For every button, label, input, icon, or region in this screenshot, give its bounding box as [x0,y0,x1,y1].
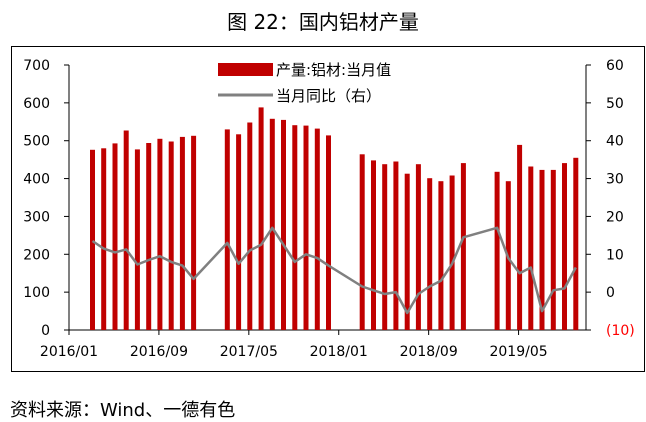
bar [236,134,242,330]
right-tick-label: 0 [606,285,615,301]
source-note: 资料来源：Wind、一德有色 [10,400,236,421]
bar [562,163,567,330]
bar [404,173,410,330]
bar [224,129,230,330]
bar [314,128,320,330]
bar [393,161,399,330]
bar [326,135,331,330]
x-tick-label: 2017/05 [220,344,278,360]
right-tick-label: 50 [606,96,624,112]
left-tick-label: 500 [23,134,50,150]
bar [281,119,286,331]
bar [179,136,185,330]
bar [415,164,421,330]
left-tick-label: 600 [23,96,50,112]
bar-series [90,107,579,331]
line-series [91,226,577,315]
right-tick-label: 20 [606,209,624,225]
bar [269,118,275,330]
right-tick-label: 60 [606,58,624,74]
yoy-line [91,226,577,315]
bar [460,163,466,330]
left-tick-label: 700 [23,58,50,74]
left-tick-label: 200 [23,247,50,263]
bar [382,164,388,330]
bar [157,138,163,330]
x-tick-label: 2019/05 [489,344,547,360]
bar [427,178,433,330]
bar [528,166,534,330]
bar [449,175,455,330]
bar [517,144,523,330]
bar [573,157,579,331]
left-tick-label: 0 [41,323,50,339]
legend-line-label: 当月同比（右） [276,87,381,105]
bar [550,169,556,330]
legend-bar-label: 产量:铝材:当月值 [276,61,391,79]
chart-svg: 0 100 200 300 400 500 600 700 (10) 0 10 20 30 40 50 60 2… [23,58,634,360]
x-tick-label: 2016/09 [130,344,188,360]
bar [134,149,140,330]
bar [359,154,365,330]
right-tick-label: 10 [606,247,624,263]
axes-layer: 0 100 200 300 400 500 600 700 (10) 0 10 20 30 40 50 60 2… [23,58,634,360]
x-tick-label: 2016/01 [40,344,98,360]
legend-bar-swatch [218,63,273,76]
bar [90,149,95,330]
right-tick-label: 40 [606,134,624,150]
bar [371,160,376,330]
bar [123,130,129,330]
bar [494,171,500,330]
x-tick-label: 2018/09 [400,344,458,360]
bar [539,169,545,330]
figure-title: 图 22：国内铝材产量 [227,10,419,34]
left-tick-label: 300 [23,209,50,225]
bar [101,148,107,330]
bar [247,122,253,330]
left-tick-label: 400 [23,172,50,188]
bar [191,135,197,330]
bar [303,125,309,330]
bar [258,107,264,331]
bar [438,181,444,330]
left-tick-label: 100 [23,285,50,301]
chart-frame: 0 100 200 300 400 500 600 700 (10) 0 10 20 30 40 50 60 2… [11,46,645,372]
x-tick-label: 2018/01 [310,344,368,360]
right-tick-label: (10) [606,323,635,339]
right-tick-label: 30 [606,172,624,188]
bar [112,143,118,330]
bar [146,143,152,330]
bar [292,125,298,330]
bar [168,141,174,330]
